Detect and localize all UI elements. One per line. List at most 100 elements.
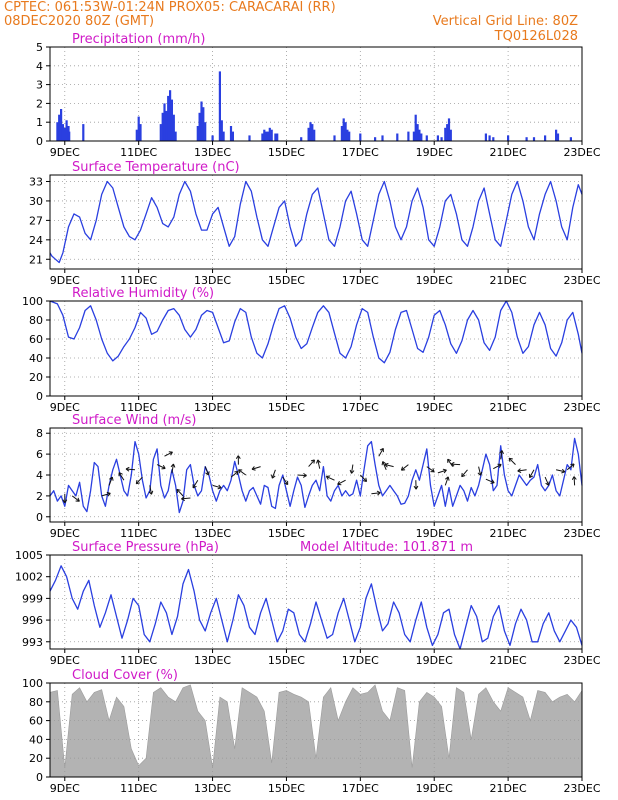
wind-arrow <box>212 484 222 489</box>
wind-arrow-head <box>284 480 289 486</box>
y-tick-label: 3 <box>36 79 43 92</box>
wind-arrow <box>451 463 461 466</box>
wind-arrow <box>447 458 454 467</box>
wind-arrow-head <box>528 473 534 479</box>
x-tick-label: 23DEC <box>563 146 600 159</box>
precip-bar <box>204 122 207 141</box>
wind-arrow <box>384 464 394 468</box>
x-tick-label: 21DEC <box>490 654 527 667</box>
series-line <box>49 565 583 650</box>
precip-bar <box>60 109 63 141</box>
precip-bar <box>333 135 336 141</box>
wind-arrow-head <box>400 466 406 471</box>
vertical-grid-label: Vertical Grid Line: 80Z <box>432 14 578 29</box>
panel-frame <box>49 554 583 650</box>
y-tick-label: 999 <box>22 592 43 605</box>
precip-bar <box>348 131 351 141</box>
y-tick-label: 27 <box>29 214 43 227</box>
panel-frame <box>49 300 583 397</box>
precip-bar <box>211 135 214 141</box>
precip-bar <box>82 124 85 141</box>
wind-arrow <box>118 472 125 481</box>
y-tick-label: 24 <box>29 234 43 247</box>
precip-bar <box>525 137 528 141</box>
wind-arrow <box>573 476 576 486</box>
wind-arrow <box>238 469 247 476</box>
x-tick-label: 13DEC <box>194 146 231 159</box>
wind-arrow <box>478 466 482 476</box>
wind-arrow <box>176 488 184 497</box>
y-tick-label: 0 <box>36 135 43 148</box>
x-tick-label: 19DEC <box>416 527 453 540</box>
wind-arrow <box>271 469 276 479</box>
y-tick-label: 4 <box>36 469 43 482</box>
wind-arrow <box>297 474 307 477</box>
y-tick-label: 60 <box>29 333 43 346</box>
wind-arrow <box>485 478 495 484</box>
precip-bar <box>569 137 572 141</box>
x-tick-label: 15DEC <box>268 782 305 795</box>
precip-bar <box>135 129 138 141</box>
precip-bar <box>307 127 310 141</box>
precip-bar <box>137 116 140 141</box>
x-tick-label: 13DEC <box>194 527 231 540</box>
y-tick-label: 30 <box>29 195 43 208</box>
x-tick-label: 9DEC <box>50 146 80 159</box>
precip-bar <box>170 99 173 141</box>
precip-bar <box>416 124 419 141</box>
x-tick-label: 17DEC <box>342 274 379 287</box>
wind-arrow-head <box>447 458 452 463</box>
wind-arrow <box>371 492 381 495</box>
wind-arrow <box>230 471 239 478</box>
wind-arrow <box>401 464 409 471</box>
precip-bar <box>346 129 349 141</box>
wind-arrow <box>171 463 174 473</box>
x-tick-label: 11DEC <box>120 654 157 667</box>
y-tick-label: 5 <box>36 41 43 54</box>
y-tick-label: 996 <box>22 614 43 627</box>
precip-bar <box>268 127 271 141</box>
x-tick-label: 21DEC <box>490 146 527 159</box>
cloud-cover-area <box>49 684 583 778</box>
precip-bar <box>449 129 452 141</box>
precip-bar <box>172 114 175 141</box>
wind-arrow <box>337 479 346 485</box>
y-tick-label: 20 <box>29 371 43 384</box>
wind-arrow-head <box>148 490 154 495</box>
wind-arrow <box>317 459 321 469</box>
wind-arrow <box>181 497 191 500</box>
precip-bar <box>274 133 277 141</box>
wind-arrow-head <box>362 477 368 482</box>
precip-bar <box>56 122 59 141</box>
wind-arrow-head <box>217 484 222 490</box>
panel-title: Precipitation (mm/h) <box>72 32 205 47</box>
wind-arrow-head <box>413 485 419 490</box>
precip-bar <box>488 135 491 141</box>
wind-arrow <box>282 476 289 485</box>
y-tick-label: 21 <box>29 253 43 266</box>
precip-bar <box>165 110 168 141</box>
wind-arrow-head <box>442 468 447 474</box>
wind-arrow-head <box>450 461 455 467</box>
wind-arrow <box>566 463 575 471</box>
precip-bar <box>418 129 421 141</box>
wind-arrow <box>149 485 152 495</box>
precip-bar <box>167 95 170 141</box>
x-tick-label: 15DEC <box>268 401 305 414</box>
precip-bar <box>414 114 417 141</box>
wind-arrow-head <box>461 472 466 478</box>
precip-bar <box>61 124 64 141</box>
panel-background <box>50 301 582 396</box>
precip-bar <box>222 131 225 141</box>
wind-arrow <box>378 448 384 457</box>
precip-bar <box>202 107 205 141</box>
precip-bar <box>65 120 68 141</box>
x-tick-label: 13DEC <box>194 274 231 287</box>
y-tick-label: 100 <box>22 295 43 308</box>
precip-bar <box>169 90 172 141</box>
x-tick-label: 19DEC <box>416 654 453 667</box>
x-tick-label: 9DEC <box>50 274 80 287</box>
x-tick-label: 15DEC <box>268 146 305 159</box>
precip-bar <box>440 137 443 141</box>
wind-arrow-head <box>170 463 176 468</box>
